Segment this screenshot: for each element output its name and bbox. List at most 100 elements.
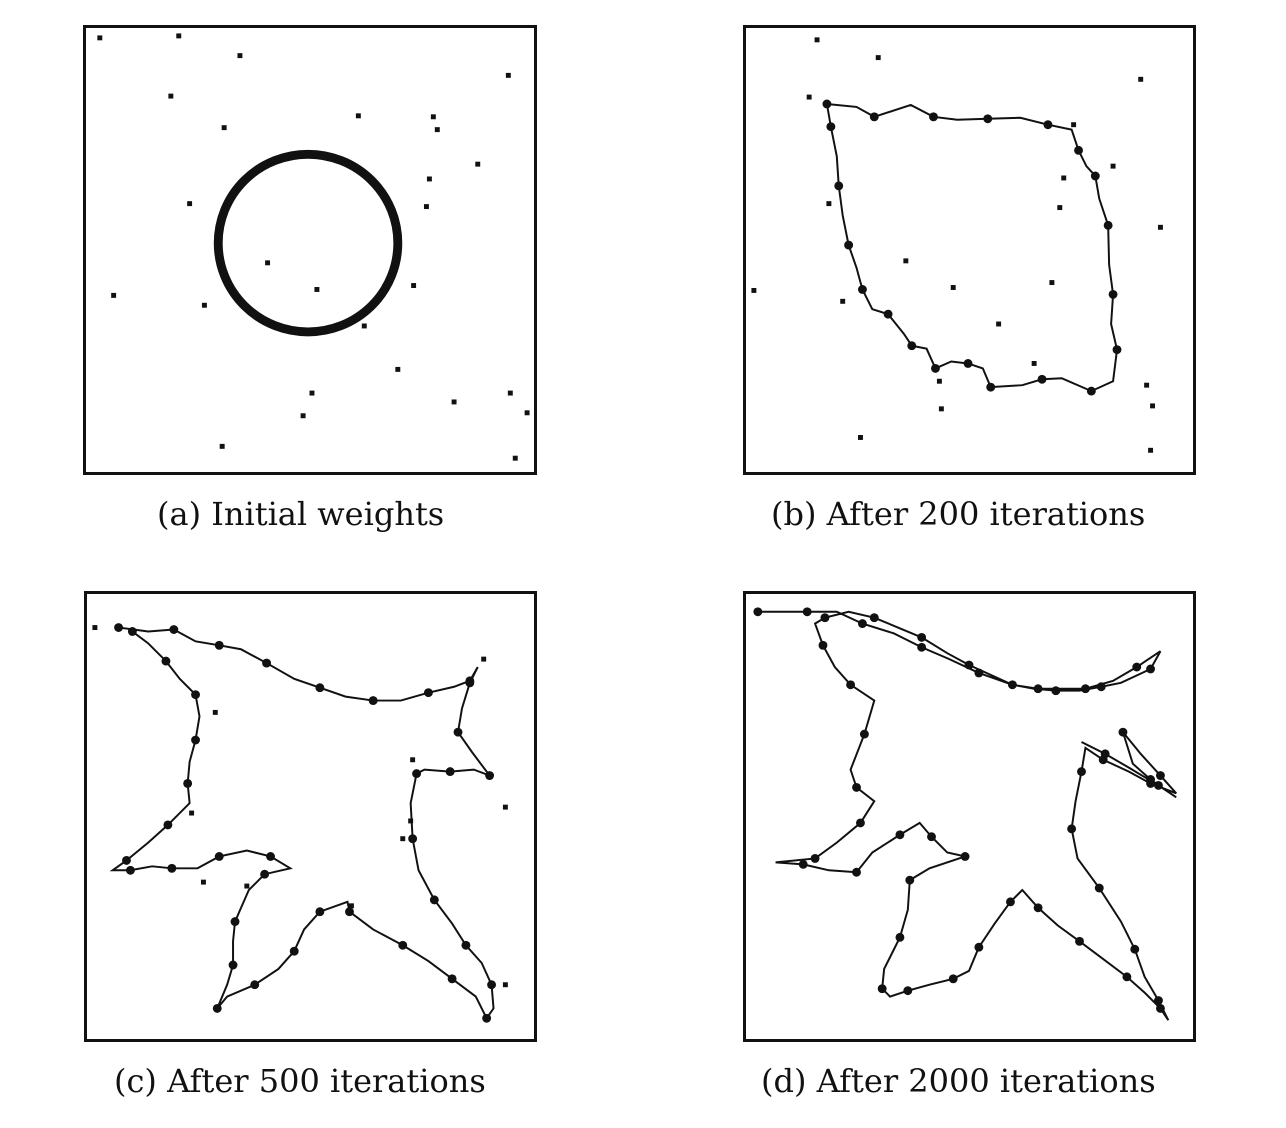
caption-a: (a) Initial weights — [157, 495, 445, 533]
city-point — [1150, 403, 1156, 409]
caption-b: (b) After 200 iterations — [771, 495, 1146, 533]
city-point — [507, 390, 513, 396]
neuron-node — [1154, 780, 1163, 790]
city-point — [1031, 361, 1037, 366]
city-point — [212, 709, 218, 715]
neuron-node — [429, 895, 439, 905]
neuron-node — [1007, 680, 1017, 690]
city-point — [355, 113, 361, 119]
city-point — [309, 390, 315, 396]
city-point — [237, 53, 243, 59]
city-point — [512, 455, 518, 461]
neuron-node — [266, 852, 275, 861]
neuron-node — [818, 640, 828, 650]
neuron-node — [917, 642, 927, 652]
neuron-node — [125, 865, 135, 875]
city-point — [1057, 205, 1063, 211]
neuron-node — [1112, 345, 1122, 355]
city-point — [1049, 280, 1055, 286]
neuron-node — [1077, 767, 1086, 777]
neuron-node — [368, 696, 378, 706]
neuron-node — [963, 359, 973, 368]
city-point — [950, 285, 956, 290]
city-point — [524, 410, 530, 416]
neuron-node — [1146, 664, 1156, 674]
neuron-node — [905, 875, 915, 885]
neuron-node — [1132, 662, 1142, 672]
neuron-node — [487, 980, 497, 990]
neuron-node — [423, 688, 433, 698]
city-point — [1144, 382, 1150, 388]
neuron-node — [877, 984, 887, 994]
city-point — [97, 35, 103, 41]
panel-c-frame — [84, 591, 537, 1042]
neuron-node — [856, 818, 865, 828]
neuron-node — [1154, 996, 1163, 1005]
neuron-node — [826, 122, 836, 132]
neuron-node — [1155, 771, 1165, 780]
neuron-node — [398, 940, 408, 950]
neuron-node — [214, 852, 224, 861]
city-point — [400, 836, 406, 842]
neuron-node — [846, 680, 856, 690]
city-point — [505, 72, 511, 78]
city-point — [348, 903, 354, 909]
neuron-node — [1094, 883, 1104, 893]
city-point — [168, 93, 174, 99]
neuron-node — [230, 917, 240, 927]
neuron-node — [214, 640, 224, 650]
neuron-node — [1033, 684, 1043, 694]
neuron-node — [250, 980, 260, 990]
panel-d-plot — [753, 607, 1177, 1021]
neuron-node — [986, 382, 996, 392]
neuron-node — [917, 632, 927, 642]
neuron-node — [798, 859, 808, 869]
city-point — [200, 879, 206, 885]
neuron-node — [802, 607, 812, 617]
city-point — [410, 757, 416, 763]
neuron-node — [1006, 897, 1015, 907]
neuron-node — [167, 863, 177, 873]
city-point — [936, 378, 942, 384]
city-point — [411, 283, 417, 288]
city-point — [1071, 122, 1077, 128]
neuron-node — [844, 240, 854, 250]
neuron-node — [1146, 775, 1156, 784]
city-point — [875, 55, 881, 61]
neuron-node — [895, 932, 905, 942]
neuron-node — [1051, 686, 1061, 696]
city-point — [176, 33, 182, 39]
neuron-node — [262, 658, 272, 668]
city-point — [826, 201, 832, 207]
neuron-node — [1075, 936, 1084, 946]
city-point — [314, 287, 320, 292]
neuron-node — [1086, 386, 1096, 396]
neuron-node — [857, 619, 867, 629]
city-point — [751, 287, 757, 293]
weight-chain — [757, 610, 1177, 1021]
neuron-node — [948, 974, 958, 984]
city-point — [806, 94, 812, 100]
city-point — [244, 883, 250, 889]
neuron-node — [1096, 682, 1106, 692]
weight-chain — [825, 102, 1119, 393]
neuron-node — [820, 613, 830, 623]
neuron-node — [834, 181, 844, 191]
weight-ring — [213, 149, 403, 337]
neuron-node — [1122, 972, 1132, 982]
city-point — [111, 292, 117, 298]
city-point — [903, 258, 909, 264]
city-point — [996, 321, 1002, 327]
neuron-node — [1037, 374, 1047, 384]
city-point — [1157, 224, 1163, 230]
neuron-node — [191, 690, 200, 700]
neuron-node — [127, 627, 137, 636]
neuron-node — [260, 869, 270, 879]
neuron-node — [122, 855, 131, 865]
neuron-node — [1118, 727, 1128, 737]
neuron-node — [869, 112, 879, 122]
neuron-node — [465, 678, 475, 688]
city-point — [265, 260, 271, 266]
city-point — [1148, 447, 1154, 453]
neuron-node — [960, 852, 970, 861]
